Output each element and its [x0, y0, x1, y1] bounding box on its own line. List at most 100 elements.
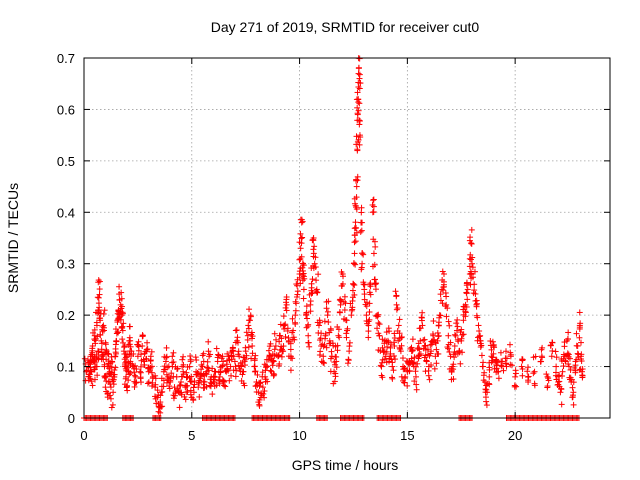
data-point: [353, 194, 360, 201]
data-point: [567, 366, 574, 373]
data-point: [389, 375, 396, 382]
data-point: [314, 289, 321, 296]
data-point: [269, 362, 276, 369]
data-point: [120, 339, 127, 346]
data-point: [444, 305, 451, 312]
data-point: [267, 367, 274, 374]
y-tick-label: 0.6: [57, 102, 75, 117]
data-point: [351, 282, 358, 289]
data-point: [315, 271, 322, 278]
data-point: [544, 373, 551, 380]
data-point: [262, 367, 269, 374]
data-point: [230, 367, 237, 374]
data-point: [419, 322, 426, 329]
data-point: [263, 364, 270, 371]
data-point: [357, 228, 364, 235]
data-point: [261, 394, 268, 401]
data-point: [539, 344, 546, 351]
data-point: [469, 264, 476, 271]
grid-lines: [84, 58, 610, 418]
data-point: [421, 336, 428, 343]
data-point: [158, 403, 165, 410]
data-point: [222, 383, 229, 390]
data-point: [394, 305, 401, 312]
data-point: [88, 378, 95, 385]
data-point: [235, 339, 242, 346]
data-point: [107, 395, 114, 402]
data-point: [559, 368, 566, 375]
data-point: [99, 328, 106, 335]
data-point: [445, 332, 452, 339]
data-point: [297, 245, 304, 252]
data-point: [341, 293, 348, 300]
data-point: [349, 294, 356, 301]
data-point: [100, 324, 107, 331]
data-point: [334, 347, 341, 354]
data-point: [411, 378, 418, 385]
data-point: [163, 344, 170, 351]
data-point: [109, 401, 116, 408]
data-point: [353, 206, 360, 213]
data-point: [102, 373, 109, 380]
data-point: [413, 381, 420, 388]
data-point: [395, 322, 402, 329]
data-point: [345, 356, 352, 363]
data-point: [468, 271, 475, 278]
data-point: [281, 325, 288, 332]
data-point: [206, 382, 213, 389]
data-point: [457, 329, 464, 336]
data-point: [91, 376, 98, 383]
data-point: [378, 363, 385, 370]
data-point: [371, 276, 378, 283]
data-point: [430, 318, 437, 325]
data-point: [471, 281, 478, 288]
data-point: [252, 352, 259, 359]
data-point: [463, 279, 470, 286]
data-point: [308, 280, 315, 287]
data-point: [512, 373, 519, 380]
data-point: [148, 348, 155, 355]
data-point: [397, 346, 404, 353]
data-point: [543, 371, 550, 378]
data-point: [205, 348, 212, 355]
data-point: [351, 232, 358, 239]
data-point: [134, 353, 141, 360]
data-point: [469, 274, 476, 281]
data-point: [353, 176, 360, 183]
y-axis-label: SRMTID / TECUs: [5, 183, 21, 293]
data-point: [216, 373, 223, 380]
data-point: [578, 358, 585, 365]
data-point: [297, 280, 304, 287]
data-point: [266, 343, 273, 350]
data-point: [307, 298, 314, 305]
data-point: [276, 338, 283, 345]
data-point: [356, 141, 363, 148]
x-axis-label: GPS time / hours: [292, 457, 399, 473]
data-point: [184, 382, 191, 389]
data-point: [131, 372, 138, 379]
data-point: [486, 381, 493, 388]
data-point: [446, 349, 453, 356]
data-point: [256, 396, 263, 403]
data-point: [442, 289, 449, 296]
data-point: [305, 332, 312, 339]
data-point: [187, 387, 194, 394]
data-point: [447, 353, 454, 360]
data-point: [280, 343, 287, 350]
data-point: [139, 343, 146, 349]
data-point: [423, 357, 430, 364]
data-point: [366, 316, 373, 323]
data-point: [576, 309, 583, 316]
data-point: [263, 356, 270, 363]
data-point: [351, 239, 358, 246]
data-point: [164, 379, 171, 386]
data-point: [187, 358, 194, 365]
data-point: [569, 394, 576, 401]
data-point: [468, 240, 475, 247]
data-point: [245, 317, 252, 324]
data-point: [490, 341, 497, 348]
data-point: [379, 336, 386, 343]
data-point: [163, 371, 170, 378]
data-point: [163, 354, 170, 361]
data-point: [355, 107, 362, 114]
